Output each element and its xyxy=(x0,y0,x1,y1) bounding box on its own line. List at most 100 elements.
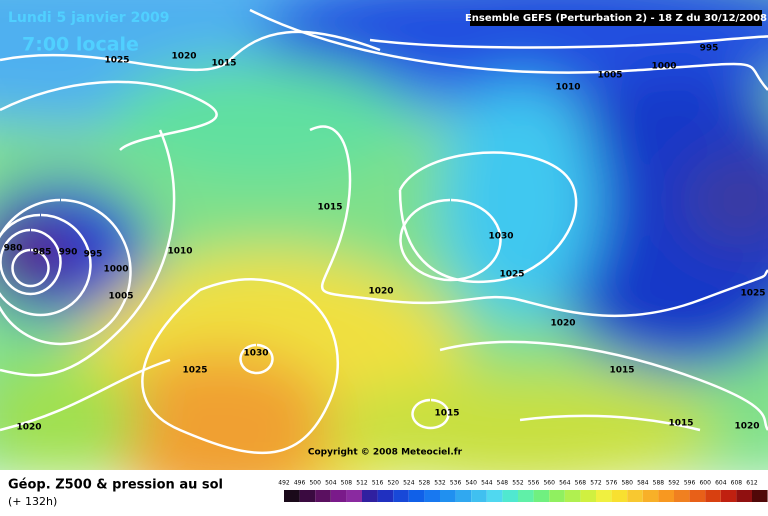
scale-swatch xyxy=(518,490,534,502)
color-scale: 492 496 500 504 508 512 516 520 524 528 532 536 540 5… xyxy=(278,480,768,502)
scale-swatch xyxy=(705,490,721,502)
scale-label: 612 xyxy=(746,480,758,487)
scale-label: 552 xyxy=(512,480,524,487)
scale-swatch xyxy=(393,490,409,502)
scale-label: 528 xyxy=(419,480,431,487)
scale-label: 492 xyxy=(278,480,290,487)
isobar-label: 1030 xyxy=(243,349,268,359)
isobar-label: 980 xyxy=(4,244,23,254)
scale-swatch xyxy=(440,490,456,502)
isobar-labels: 1025 102010159951000100510101015103010259… xyxy=(4,44,766,433)
scale-swatch xyxy=(736,490,752,502)
scale-swatch xyxy=(284,490,300,502)
isobars xyxy=(0,8,768,455)
legend-subtitle: (+ 132h) xyxy=(8,495,57,508)
isobar-label: 1015 xyxy=(668,419,693,429)
scale-label: 568 xyxy=(575,480,587,487)
scale-label: 564 xyxy=(559,480,571,487)
model-text: Ensemble GEFS (Perturbation 2) - 18 Z du… xyxy=(465,13,767,24)
isobar-label: 1015 xyxy=(609,366,634,376)
isobar-label: 1025 xyxy=(740,289,765,299)
scale-swatch xyxy=(596,490,612,502)
scale-label: 580 xyxy=(621,480,633,487)
scale-swatch xyxy=(346,490,362,502)
isobar-label: 1010 xyxy=(555,83,580,93)
scale-swatch xyxy=(408,490,425,502)
isobar-label: 1000 xyxy=(651,62,676,72)
isobar-label: 1025 xyxy=(499,270,524,280)
isobar-label: 1020 xyxy=(368,287,393,297)
scale-label: 556 xyxy=(528,480,540,487)
isobar-label: 1030 xyxy=(488,232,513,242)
isobar-label: 1025 xyxy=(104,56,129,66)
scale-swatch xyxy=(658,490,674,502)
scale-label: 496 xyxy=(294,480,306,487)
scale-swatch xyxy=(471,490,487,502)
scale-label: 592 xyxy=(668,480,680,487)
scale-swatch xyxy=(549,490,565,502)
scale-label: 544 xyxy=(481,480,493,487)
isobar-label: 1020 xyxy=(734,422,759,432)
isobar-label: 1020 xyxy=(16,423,41,433)
isobar-label: 1015 xyxy=(211,59,236,69)
scale-label: 576 xyxy=(606,480,618,487)
scale-swatch xyxy=(315,490,331,502)
scale-label: 596 xyxy=(684,480,696,487)
scale-swatch xyxy=(564,490,581,502)
scale-swatch xyxy=(674,490,690,502)
copyright: Copyright © 2008 Meteociel.fr xyxy=(308,448,463,458)
scale-label: 572 xyxy=(590,480,602,487)
scale-label: 584 xyxy=(637,480,649,487)
scale-swatch xyxy=(720,490,737,502)
isobar-label: 1025 xyxy=(182,366,207,376)
scale-swatch xyxy=(642,490,659,502)
legend-title: Géop. Z500 & pression au sol xyxy=(8,478,223,493)
time: 7:00 locale xyxy=(22,34,139,56)
scale-label: 560 xyxy=(543,480,555,487)
scale-label: 504 xyxy=(325,480,337,487)
scale-swatch xyxy=(377,490,394,502)
scale-label: 548 xyxy=(497,480,509,487)
scale-label: 600 xyxy=(699,480,711,487)
scale-label: 500 xyxy=(309,480,321,487)
scale-label: 508 xyxy=(341,480,353,487)
scale-label: 540 xyxy=(465,480,477,487)
scale-swatch xyxy=(580,490,596,502)
isobar-label: 1020 xyxy=(171,52,196,62)
isobar-label: 985 xyxy=(33,248,52,258)
scale-label: 532 xyxy=(434,480,446,487)
scale-swatch xyxy=(330,490,347,502)
scale-swatch xyxy=(362,490,378,502)
isobar-label: 1015 xyxy=(317,203,342,213)
model-box xyxy=(470,10,762,26)
scale-swatch xyxy=(752,490,768,502)
scale-label: 588 xyxy=(653,480,665,487)
scale-label: 516 xyxy=(372,480,384,487)
isobar-label: 1005 xyxy=(108,292,133,302)
isobar-label: 1020 xyxy=(550,319,575,329)
scale-swatch xyxy=(611,490,628,502)
scale-label: 608 xyxy=(731,480,743,487)
isobar-label: 1000 xyxy=(103,265,128,275)
scale-swatch xyxy=(486,490,503,502)
scale-swatch xyxy=(533,490,550,502)
date: Lundi 5 janvier 2009 xyxy=(8,10,170,26)
scale-swatch xyxy=(627,490,643,502)
isobar-label: 995 xyxy=(700,44,719,54)
scale-label: 520 xyxy=(387,480,399,487)
scale-label: 524 xyxy=(403,480,415,487)
isobar-label: 1010 xyxy=(167,247,192,257)
scale-label: 512 xyxy=(356,480,368,487)
isobar-label: 995 xyxy=(84,250,103,260)
isobar-label: 1015 xyxy=(434,409,459,419)
scale-label: 536 xyxy=(450,480,462,487)
scale-swatch xyxy=(424,490,440,502)
scale-swatch xyxy=(299,490,316,502)
isobar-label: 990 xyxy=(59,248,78,258)
scale-label: 604 xyxy=(715,480,727,487)
scale-swatch xyxy=(689,490,706,502)
scale-swatch xyxy=(502,490,518,502)
